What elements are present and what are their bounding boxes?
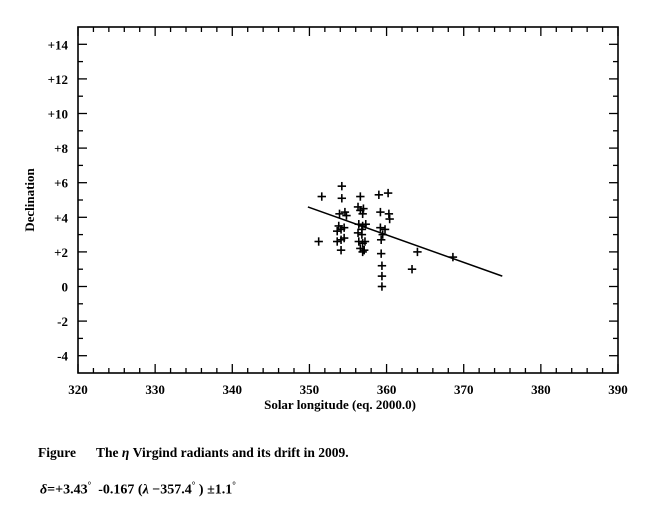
caption-line-main: Figure The η Virgind radiants and its dr… <box>38 443 638 463</box>
delta-symbol: δ <box>40 482 48 498</box>
data-point <box>337 194 347 203</box>
data-point <box>377 271 387 281</box>
x-tick-label: 360 <box>377 382 397 397</box>
data-point <box>383 188 393 198</box>
y-tick-label: +14 <box>48 37 69 52</box>
data-point <box>337 181 347 191</box>
y-axis-tick-labels: -4 -2 0 +2 +4 +6 +8 +10 +12 +14 <box>48 37 69 363</box>
y-tick-label: +6 <box>54 176 68 191</box>
data-point <box>407 265 417 274</box>
formula-offset: −357.4 <box>148 482 192 498</box>
data-point <box>376 235 386 244</box>
data-point <box>377 261 387 270</box>
caption-prefix: The <box>96 445 122 460</box>
x-tick-label: 370 <box>454 382 474 397</box>
data-point-markers <box>314 181 458 291</box>
data-point <box>377 282 387 291</box>
degree-sign-3: ° <box>232 480 236 490</box>
caption-figure-label: Figure <box>38 445 76 460</box>
data-point <box>376 249 386 258</box>
data-point <box>339 233 349 243</box>
trend-line <box>307 206 503 277</box>
y-tick-label: +8 <box>54 141 68 156</box>
data-point <box>360 245 369 255</box>
formula-close-paren: ) <box>195 482 204 498</box>
y-tick-label: +4 <box>54 210 68 225</box>
data-point <box>380 225 390 234</box>
data-point <box>356 192 365 201</box>
formula-uncertainty: ±1.1 <box>203 482 233 498</box>
data-point <box>376 223 385 232</box>
lambda-symbol: λ <box>142 482 149 498</box>
data-point <box>333 237 342 246</box>
x-axis-tick-labels: 320 330 340 350 360 370 380 390 <box>68 382 628 397</box>
x-tick-label: 350 <box>300 382 320 397</box>
y-tick-label: -4 <box>57 349 68 364</box>
data-point <box>317 192 326 201</box>
data-point <box>333 226 342 236</box>
y-tick-label: +12 <box>48 72 68 87</box>
eta-symbol: η <box>121 445 130 460</box>
y-axis-ticks <box>78 43 618 357</box>
data-point <box>339 223 349 232</box>
y-tick-label: +2 <box>54 245 68 260</box>
x-axis-label: Solar longitude (eq. 2000.0) <box>264 397 416 412</box>
y-axis-label: Declination <box>22 167 37 231</box>
data-point <box>335 209 344 219</box>
data-point <box>314 237 323 246</box>
data-point <box>358 247 367 257</box>
y-tick-label: -2 <box>57 314 68 329</box>
x-tick-label: 320 <box>68 382 88 397</box>
degree-sign-2: ° <box>191 480 196 490</box>
degree-sign-1: ° <box>87 480 92 490</box>
x-axis-ticks <box>77 27 619 373</box>
figure-caption: Figure The η Virgind radiants and its dr… <box>38 443 638 501</box>
formula-equals: =+3.43 <box>47 482 88 498</box>
x-tick-label: 380 <box>531 382 551 397</box>
y-tick-label: 0 <box>62 280 69 295</box>
y-tick-label: +10 <box>48 107 68 122</box>
data-point <box>413 247 422 257</box>
caption-spacer <box>76 445 96 460</box>
caption-line-formula: δ=+3.43° -0.167 (λ −357.4° ) ±1.1° <box>40 475 638 501</box>
data-point <box>357 230 367 239</box>
x-tick-label: 330 <box>145 382 165 397</box>
x-tick-label: 390 <box>608 382 628 397</box>
plot-frame <box>77 26 619 374</box>
formula-slope: -0.167 ( <box>98 482 143 498</box>
data-point <box>336 245 346 255</box>
data-point <box>342 211 351 220</box>
data-point <box>353 228 363 238</box>
data-point <box>358 209 367 219</box>
data-point <box>376 207 385 217</box>
data-point <box>374 190 384 200</box>
data-point <box>385 214 394 224</box>
x-tick-label: 340 <box>223 382 243 397</box>
data-point <box>360 237 370 246</box>
caption-suffix: Virgind radiants and its drift in 2009. <box>129 445 349 460</box>
